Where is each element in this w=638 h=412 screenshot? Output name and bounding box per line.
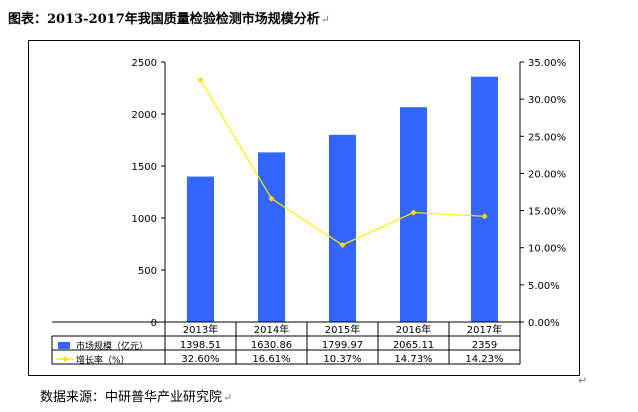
- chart-title-text: 图表：2013-2017年我国质量检验检测市场规模分析: [8, 12, 320, 27]
- y-left-tick-label: 1000: [132, 214, 157, 225]
- table-value-bar: 2065.11: [393, 340, 434, 351]
- bar: [187, 176, 214, 322]
- bar: [471, 76, 498, 322]
- table-value-line: 32.60%: [181, 354, 219, 365]
- legend-label-bar: 市场规模（亿元）: [76, 340, 148, 352]
- y-right-tick-label: 10.00%: [528, 244, 566, 255]
- x-tick-label: 2017年: [467, 323, 502, 336]
- bar: [329, 134, 356, 322]
- y-left-tick-label: 500: [138, 266, 157, 277]
- chart-frame: [28, 40, 580, 376]
- x-tick-label: 2013年: [183, 323, 218, 336]
- y-right-tick-label: 0.00%: [528, 318, 560, 329]
- table-value-line: 14.23%: [465, 354, 503, 365]
- x-tick-label: 2014年: [254, 323, 289, 336]
- y-right-tick-label: 25.00%: [528, 132, 566, 143]
- table-value-bar: 2359: [472, 340, 497, 351]
- paragraph-mark-icon: ↵: [578, 374, 588, 387]
- legend-line-marker: [62, 356, 68, 362]
- line-point: [268, 195, 275, 202]
- paragraph-mark-icon: ↵: [223, 391, 233, 404]
- bar: [258, 152, 285, 322]
- table-value-bar: 1799.97: [322, 340, 363, 351]
- table-value-line: 16.61%: [252, 354, 290, 365]
- x-tick-label: 2015年: [325, 323, 360, 336]
- data-source-text: 数据来源：中研普华产业研究院: [40, 390, 223, 405]
- table-value-line: 14.73%: [394, 354, 432, 365]
- y-right-tick-label: 35.00%: [528, 58, 566, 69]
- table-value-bar: 1630.86: [251, 340, 292, 351]
- table-value-line: 10.37%: [323, 354, 361, 365]
- y-right-tick-label: 30.00%: [528, 95, 566, 106]
- table-value-bar: 1398.51: [180, 340, 221, 351]
- y-left-tick-label: 1500: [132, 162, 157, 173]
- legend-label-line: 增长率（%）: [76, 354, 130, 366]
- x-tick-label: 2016年: [396, 323, 431, 336]
- line-point: [481, 213, 488, 220]
- line-point: [197, 76, 204, 83]
- paragraph-mark-icon: ↵: [320, 13, 330, 26]
- y-left-tick-label: 2000: [132, 110, 157, 121]
- y-left-tick-label: 0: [151, 318, 157, 329]
- legend-bar-swatch: [58, 342, 70, 349]
- line-point: [339, 241, 346, 248]
- y-right-tick-label: 5.00%: [528, 281, 560, 292]
- y-right-tick-label: 15.00%: [528, 207, 566, 218]
- data-source: 数据来源：中研普华产业研究院↵: [40, 386, 232, 405]
- y-right-tick-label: 20.00%: [528, 169, 566, 180]
- y-left-tick-label: 2500: [132, 58, 157, 69]
- chart-title: 图表：2013-2017年我国质量检验检测市场规模分析↵: [8, 8, 330, 27]
- line-point: [410, 209, 417, 216]
